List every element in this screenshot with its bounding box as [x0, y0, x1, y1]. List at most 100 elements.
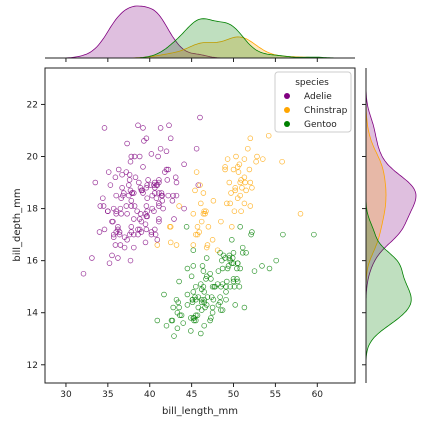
point-gentoo: [230, 250, 237, 256]
point-gentoo: [175, 299, 181, 306]
point-adelie: [113, 192, 119, 199]
point-chinstrap: [200, 190, 207, 196]
point-gentoo: [251, 268, 258, 274]
point-adelie: [135, 231, 141, 238]
point-chinstrap: [190, 211, 197, 217]
point-adelie: [80, 270, 87, 277]
point-adelie: [96, 229, 103, 235]
point-adelie: [156, 200, 162, 207]
right-marginal: [362, 68, 417, 383]
point-chinstrap: [190, 242, 197, 248]
point-adelie: [153, 195, 160, 201]
point-adelie: [166, 122, 172, 129]
point-adelie: [170, 192, 176, 199]
point-adelie: [162, 169, 168, 175]
point-gentoo: [232, 302, 238, 308]
point-adelie: [163, 148, 170, 155]
point-gentoo: [178, 312, 185, 319]
point-adelie: [113, 211, 119, 217]
point-adelie: [138, 229, 145, 235]
point-gentoo: [236, 283, 243, 290]
point-gentoo: [188, 273, 195, 280]
point-gentoo: [190, 315, 197, 321]
point-adelie: [128, 203, 135, 209]
point-chinstrap: [197, 182, 203, 188]
point-gentoo: [193, 283, 199, 290]
point-gentoo: [223, 289, 229, 295]
point-gentoo: [230, 276, 237, 282]
x-tick-label: 45: [186, 390, 197, 400]
point-adelie: [124, 211, 130, 217]
point-gentoo: [208, 276, 214, 282]
point-gentoo: [174, 309, 181, 316]
point-gentoo: [234, 265, 240, 272]
point-adelie: [172, 174, 179, 181]
point-chinstrap: [238, 208, 244, 214]
point-gentoo: [201, 322, 207, 329]
point-chinstrap: [198, 200, 204, 207]
point-adelie: [117, 205, 124, 212]
point-chinstrap: [210, 198, 217, 204]
point-chinstrap: [205, 224, 212, 230]
point-gentoo: [209, 283, 216, 290]
point-chinstrap: [241, 200, 248, 207]
point-chinstrap: [243, 187, 249, 194]
point-adelie: [156, 216, 162, 222]
point-adelie: [156, 203, 162, 209]
point-adelie: [140, 125, 146, 131]
point-gentoo: [198, 299, 205, 306]
point-adelie: [128, 153, 135, 160]
main-plot: 30 35 40 45 50 55 60 12 14 16 18 20 22 bill_length_…: [12, 67, 356, 417]
point-gentoo: [229, 260, 235, 266]
point-adelie: [113, 229, 119, 235]
point-chinstrap: [241, 156, 248, 162]
point-gentoo: [234, 260, 241, 266]
point-gentoo: [161, 291, 167, 298]
point-gentoo: [204, 294, 211, 300]
point-adelie: [159, 192, 166, 199]
plot-frame: [44, 67, 356, 384]
point-chinstrap: [198, 218, 205, 225]
point-adelie: [92, 179, 99, 186]
point-adelie: [148, 151, 155, 157]
point-adelie: [106, 260, 113, 266]
point-adelie: [143, 185, 150, 191]
point-adelie: [131, 153, 138, 160]
point-adelie: [121, 190, 127, 196]
point-adelie: [136, 179, 142, 186]
point-gentoo: [207, 317, 213, 324]
point-chinstrap: [254, 153, 260, 160]
point-gentoo: [188, 328, 194, 334]
point-adelie: [118, 195, 124, 201]
legend-label-gentoo: Gentoo: [304, 120, 337, 130]
y-tick-label: 16: [27, 257, 39, 267]
point-adelie: [164, 177, 171, 183]
point-gentoo: [229, 237, 235, 243]
point-gentoo: [225, 263, 232, 269]
legend-marker-chinstrap: [284, 107, 290, 113]
point-gentoo: [191, 317, 197, 324]
point-chinstrap: [230, 166, 237, 173]
point-gentoo: [203, 255, 210, 261]
point-gentoo: [218, 307, 224, 313]
point-adelie: [124, 140, 130, 147]
point-adelie: [165, 166, 171, 173]
point-adelie: [181, 205, 187, 212]
point-adelie: [115, 255, 121, 261]
point-chinstrap: [279, 158, 285, 165]
point-chinstrap: [237, 192, 243, 199]
point-adelie: [147, 182, 154, 188]
point-chinstrap: [247, 135, 254, 142]
point-adelie: [160, 205, 166, 212]
point-adelie: [89, 255, 95, 261]
x-tick-label: 35: [102, 390, 113, 400]
point-gentoo: [220, 252, 227, 259]
point-gentoo: [180, 320, 186, 326]
point-gentoo: [226, 252, 233, 259]
point-adelie: [140, 164, 146, 170]
point-adelie: [135, 226, 141, 233]
y-tick-label: 12: [27, 361, 38, 371]
point-chinstrap: [265, 132, 272, 139]
point-chinstrap: [253, 158, 259, 165]
point-adelie: [129, 190, 135, 196]
